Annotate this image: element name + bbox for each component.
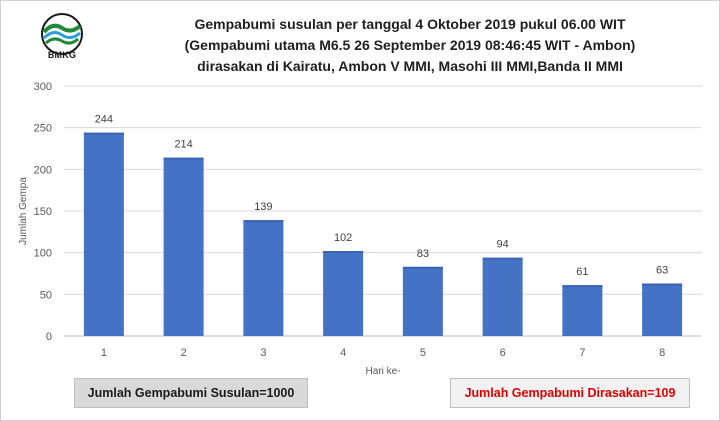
bar-4 (323, 251, 364, 336)
x-tick-label: 5 (420, 347, 426, 359)
title-line-3: dirasakan di Kairatu, Ambon V MMI, Masoh… (197, 58, 623, 74)
aftershock-total-box: Jumlah Gempabumi Susulan=1000 (74, 378, 308, 408)
bar-6 (482, 257, 523, 336)
y-tick-label: 0 (46, 331, 52, 343)
x-tick-label: 6 (500, 347, 506, 359)
bmkg-logo (41, 13, 83, 55)
y-tick-label: 200 (34, 164, 52, 176)
x-tick-label: 8 (659, 347, 665, 359)
x-tick-label: 7 (579, 347, 585, 359)
data-label: 244 (95, 114, 113, 126)
x-tick-label: 2 (181, 347, 187, 359)
x-axis-title: Hari ke- (365, 366, 400, 377)
bar-3 (243, 220, 284, 336)
x-tick-label: 4 (340, 347, 346, 359)
data-label: 214 (174, 139, 192, 151)
bar-top-2 (163, 157, 204, 160)
bar-1 (83, 132, 124, 336)
bar-top-6 (482, 257, 523, 260)
bar-top-5 (402, 266, 443, 269)
y-axis-title: Jumlah Gempa (18, 177, 29, 245)
chart-title: Gempabumi susulan per tanggal 4 Oktober … (130, 14, 690, 77)
data-label: 139 (254, 201, 272, 213)
bar-top-7 (562, 285, 603, 288)
data-label: 61 (576, 266, 588, 278)
bar-5 (402, 266, 443, 336)
bar-top-8 (642, 283, 683, 286)
data-label: 63 (656, 265, 668, 277)
y-tick-label: 150 (34, 206, 52, 218)
data-label: 94 (497, 239, 509, 251)
bar-2 (163, 157, 204, 336)
y-tick-label: 100 (34, 248, 52, 260)
felt-total-box: Jumlah Gempabumi Dirasakan=109 (450, 378, 690, 408)
bar-7 (562, 285, 603, 336)
y-tick-label: 50 (40, 289, 52, 301)
data-label: 83 (417, 248, 429, 260)
bar-top-1 (83, 132, 124, 135)
logo-text: BMKG (47, 50, 77, 60)
bar-8 (642, 283, 683, 336)
title-line-1: Gempabumi susulan per tanggal 4 Oktober … (194, 16, 626, 32)
x-tick-label: 3 (260, 347, 266, 359)
y-tick-label: 300 (34, 81, 52, 93)
bar-top-4 (323, 251, 364, 253)
bar-top-3 (243, 220, 284, 223)
x-tick-label: 1 (101, 347, 107, 359)
y-tick-label: 250 (34, 123, 52, 135)
title-line-2: (Gempabumi utama M6.5 26 September 2019 … (184, 37, 636, 53)
data-label: 102 (334, 232, 352, 244)
